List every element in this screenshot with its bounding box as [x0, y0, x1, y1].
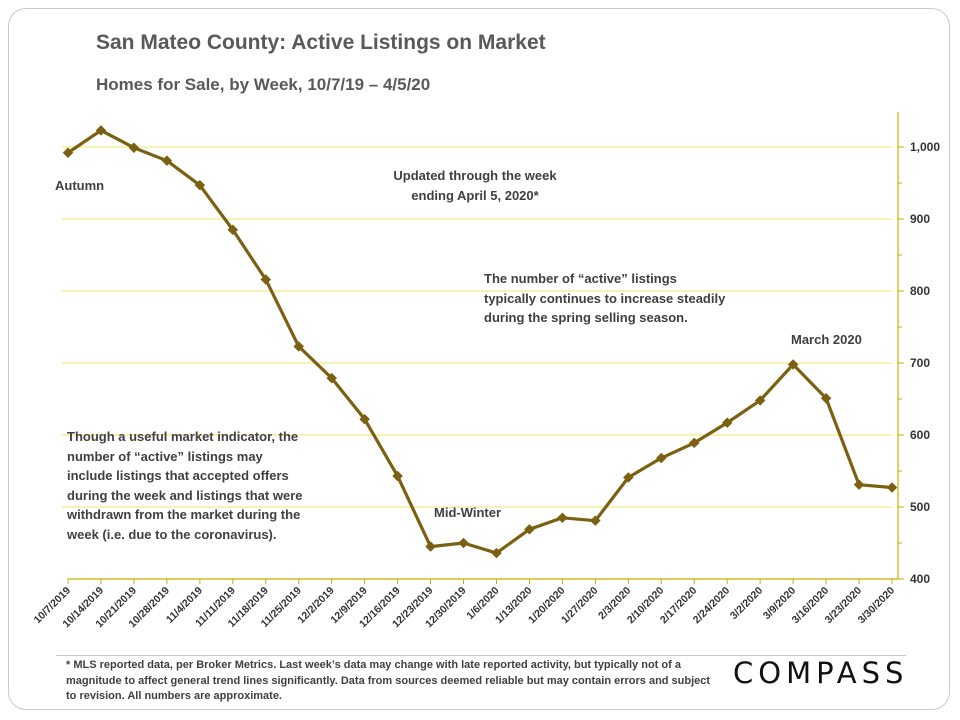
- annotation-caveat-line: Though a useful market indicator, the: [67, 429, 299, 444]
- compass-logo: COMPASS: [733, 656, 909, 690]
- annotation-march: March 2020: [791, 332, 862, 347]
- data-point: [62, 147, 74, 159]
- data-point: [557, 512, 568, 524]
- data-point: [326, 372, 338, 384]
- x-tick-label: 2/24/2020: [691, 585, 733, 627]
- annotation-caveat-line: withdrawn from the market during the: [67, 507, 301, 522]
- data-point: [655, 452, 667, 464]
- data-point: [754, 395, 766, 406]
- x-tick-label: 3/30/2020: [856, 585, 898, 627]
- y-tick-label: 700: [910, 356, 930, 370]
- chart-title: San Mateo County: Active Listings on Mar…: [96, 31, 546, 54]
- y-tick-label: 1,000: [910, 140, 940, 154]
- y-tick-label: 600: [910, 428, 930, 442]
- data-point: [491, 547, 502, 559]
- data-point: [721, 417, 733, 429]
- annotation-caveat-line: include listings that accepted offers: [67, 468, 289, 483]
- annotation-spring-line: during the spring selling season.: [484, 310, 688, 325]
- series-listings: [62, 125, 898, 559]
- data-point: [161, 155, 173, 167]
- annotation-updated: Updated through the week ending April 5,…: [360, 166, 590, 205]
- data-point: [359, 413, 370, 425]
- annotation-midwinter: Mid-Winter: [434, 505, 502, 520]
- annotation-spring-line: The number of “active” listings: [484, 271, 677, 286]
- annotation-caveat-line: week (i.e. due to the coronavirus).: [67, 526, 277, 542]
- data-point: [293, 341, 305, 352]
- data-point: [458, 537, 469, 549]
- data-point: [425, 541, 436, 552]
- data-point: [820, 392, 832, 404]
- grid-lines: [62, 146, 892, 508]
- annotation-caveat: Though a useful market indicator, the nu…: [67, 427, 326, 544]
- data-point: [853, 479, 865, 491]
- data-point: [128, 142, 140, 154]
- data-point: [524, 523, 535, 535]
- data-point: [787, 359, 799, 370]
- annotation-caveat-line: number of “active” listings may: [67, 448, 263, 464]
- data-point: [622, 472, 634, 483]
- x-tick-label: 3/2/2020: [728, 585, 765, 622]
- data-point: [886, 482, 898, 493]
- footnote: * MLS reported data, per Broker Metrics.…: [66, 659, 711, 702]
- data-point: [260, 274, 272, 285]
- y-tick-label: 900: [910, 212, 930, 226]
- data-point: [392, 470, 403, 482]
- axes: [67, 112, 904, 584]
- annotation-updated-line: Updated through the week: [393, 168, 557, 183]
- data-point: [194, 179, 206, 191]
- footer-divider: [56, 655, 906, 656]
- data-point: [95, 125, 107, 136]
- annotation-updated-line: ending April 5, 2020*: [411, 187, 539, 203]
- series-line: [67, 128, 893, 555]
- y-tick-label: 800: [910, 284, 930, 298]
- slide-frame: [8, 8, 950, 710]
- chart-subtitle: Homes for Sale, by Week, 10/7/19 – 4/5/2…: [96, 75, 431, 94]
- data-point: [688, 437, 700, 449]
- annotation-spring: The number of “active” listings typicall…: [484, 269, 744, 328]
- data-point: [227, 224, 239, 236]
- y-tick-labels: 400 500 600 700 800 900 1,000: [910, 140, 940, 586]
- x-tick-label: 1/27/2020: [559, 585, 601, 627]
- annotation-autumn: Autumn: [55, 178, 105, 193]
- data-point: [590, 515, 601, 527]
- x-tick-labels: 10/7/201910/14/201910/21/201910/28/20191…: [32, 585, 898, 631]
- y-tick-label: 500: [910, 500, 930, 514]
- annotation-caveat-line: during the week and listings that were: [67, 487, 303, 503]
- y-tick-label: 400: [910, 572, 930, 586]
- annotation-spring-line: typically continues to increase steadily: [484, 290, 726, 306]
